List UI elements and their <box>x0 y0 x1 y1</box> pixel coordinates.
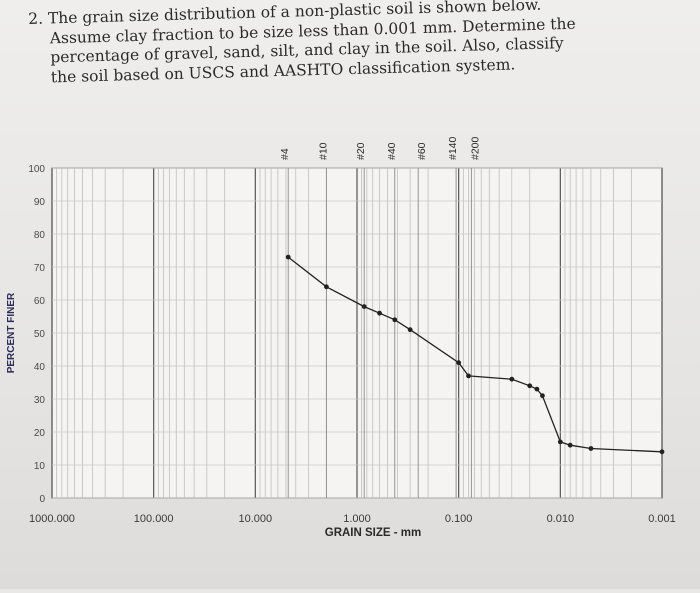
x-tick-label: 0.100 <box>445 513 473 525</box>
y-tick-label: 10 <box>34 461 46 472</box>
y-tick-label: 80 <box>34 230 46 241</box>
sieve-label: #60 <box>416 142 428 160</box>
sieve-label: #40 <box>386 142 398 160</box>
data-point <box>466 373 471 379</box>
y-tick-label: 0 <box>39 494 45 505</box>
data-point <box>361 304 367 309</box>
sieve-label: #140 <box>447 136 459 160</box>
data-point <box>407 327 413 333</box>
data-point <box>323 284 329 290</box>
data-point <box>659 449 665 455</box>
data-point <box>392 317 398 323</box>
data-point <box>456 360 462 366</box>
data-point <box>588 446 594 451</box>
y-tick-label: 50 <box>34 329 46 340</box>
data-point <box>285 254 291 260</box>
sieve-label: #10 <box>317 142 329 160</box>
y-tick-label: 100 <box>28 164 45 175</box>
sieve-label: #20 <box>355 142 367 160</box>
data-point <box>557 439 563 445</box>
x-tick-label: 1.000 <box>343 513 371 525</box>
x-tick-label: 10.000 <box>239 513 273 525</box>
sieve-label: #200 <box>469 136 481 160</box>
y-tick-label: 20 <box>34 428 46 439</box>
y-tick-label: 70 <box>34 263 46 274</box>
y-axis-label: PERCENT FINER <box>6 292 17 373</box>
y-tick-label: 40 <box>34 362 46 373</box>
data-point <box>509 376 515 382</box>
x-tick-label: 1000.000 <box>29 513 75 525</box>
y-tick-label: 30 <box>34 395 46 406</box>
gradation-curve <box>287 256 663 453</box>
data-point <box>540 393 545 399</box>
x-tick-label: 100.000 <box>134 513 174 525</box>
x-axis-label: GRAIN SIZE - mm <box>325 527 421 539</box>
x-tick-label: 0.010 <box>547 513 575 525</box>
y-tick-label: 90 <box>34 197 46 208</box>
data-point <box>377 310 382 316</box>
sieve-label: #4 <box>279 148 291 160</box>
data-point <box>527 383 533 389</box>
data-point <box>567 442 573 448</box>
y-tick-label: 60 <box>34 296 46 307</box>
x-tick-label: 0.001 <box>648 513 676 525</box>
data-point <box>534 386 540 392</box>
